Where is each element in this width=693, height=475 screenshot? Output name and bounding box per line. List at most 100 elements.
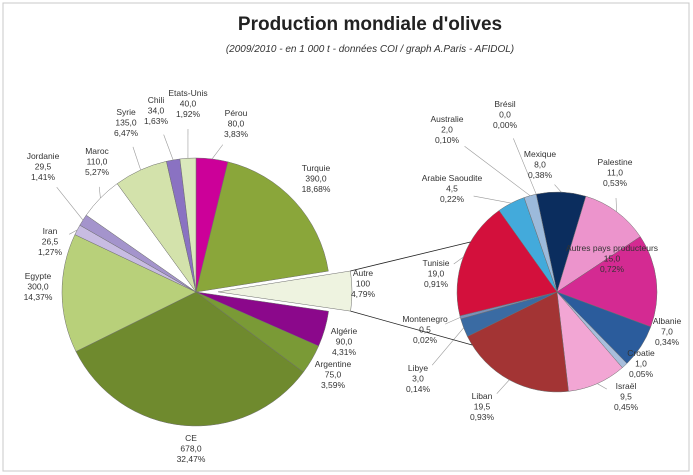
label-percent: 32,47% — [177, 454, 206, 464]
chart-subtitle: (2009/2010 - en 1 000 t - données COI / … — [226, 44, 514, 55]
label-value: 26,5 — [42, 237, 59, 247]
label-name: Croatie — [627, 348, 655, 358]
label-name: Jordanie — [27, 151, 60, 161]
data-label: Algérie 90,0 4,31% — [331, 326, 358, 357]
label-name: Maroc — [85, 146, 109, 156]
data-label: CE 678,0 32,47% — [177, 433, 206, 464]
data-label: Israël 9,5 0,45% — [614, 381, 639, 412]
label-percent: 0,45% — [614, 402, 639, 412]
label-value: 100 — [356, 279, 370, 289]
label-name: Autres pays producteurs — [566, 243, 658, 253]
label-value: 7,0 — [661, 327, 673, 337]
data-label: Autres pays producteurs 15,0 0,72% — [566, 243, 658, 274]
label-name: Palestine — [598, 157, 633, 167]
leader-line — [554, 184, 562, 193]
label-value: 19,5 — [474, 402, 491, 412]
label-name: Brésil — [494, 99, 515, 109]
label-value: 678,0 — [180, 444, 202, 454]
leader-line — [56, 187, 84, 221]
label-percent: 3,83% — [224, 129, 249, 139]
leader-line — [98, 186, 101, 199]
data-label: Iran 26,5 1,27% — [38, 226, 63, 257]
label-percent: 0,34% — [655, 337, 680, 347]
data-label: Brésil 0,0 0,00% — [493, 99, 518, 130]
pie-slice — [556, 195, 641, 293]
label-percent: 1,92% — [176, 109, 201, 119]
leader-line — [211, 144, 224, 160]
data-label: Maroc 110,0 5,27% — [85, 146, 110, 177]
leader-line — [496, 379, 510, 394]
data-label: Turquie 390,0 18,68% — [302, 163, 331, 194]
data-label: Australie 2,0 0,10% — [430, 114, 463, 145]
label-percent: 4,31% — [332, 347, 357, 357]
data-label: Etats-Unis 40,0 1,92% — [168, 88, 207, 119]
label-percent: 0,53% — [603, 178, 628, 188]
leader-line — [431, 327, 464, 366]
data-label: Egypte 300,0 14,37% — [24, 271, 53, 302]
leader-line — [444, 317, 461, 325]
pie-slice — [75, 291, 304, 427]
data-label: Libye 3,0 0,14% — [406, 363, 431, 394]
data-label: Croatie 1,0 0,05% — [627, 348, 655, 379]
data-label: Montenegro 0,5 0,02% — [402, 314, 448, 345]
data-label: Tunisie 19,0 0,91% — [422, 258, 449, 289]
label-name: Autre — [353, 268, 374, 278]
label-name: Egypte — [25, 271, 52, 281]
connector-line — [350, 310, 473, 346]
data-label: Liban 19,5 0,93% — [470, 391, 495, 422]
label-percent: 0,14% — [406, 384, 431, 394]
label-percent: 0,91% — [424, 279, 449, 289]
label-value: 4,5 — [446, 184, 458, 194]
label-percent: 0,10% — [435, 135, 460, 145]
label-name: Israël — [616, 381, 637, 391]
data-label: Mexique 8,0 0,38% — [524, 149, 556, 180]
label-value: 75,0 — [325, 370, 342, 380]
label-name: Mexique — [524, 149, 556, 159]
label-percent: 6,47% — [114, 128, 139, 138]
label-name: Argentine — [315, 359, 352, 369]
label-value: 29,5 — [35, 162, 52, 172]
label-value: 9,5 — [620, 392, 632, 402]
label-name: Tunisie — [422, 258, 449, 268]
pie-slice — [195, 161, 329, 293]
leader-line — [615, 197, 617, 212]
pie-slice — [217, 270, 353, 312]
label-value: 90,0 — [336, 337, 353, 347]
label-value: 1,0 — [635, 359, 647, 369]
label-value: 40,0 — [180, 99, 197, 109]
leader-line — [473, 195, 512, 204]
label-percent: 0,02% — [413, 335, 438, 345]
label-value: 300,0 — [27, 282, 49, 292]
data-label: Pérou 80,0 3,83% — [224, 108, 249, 139]
label-name: Australie — [430, 114, 463, 124]
data-label: Argentine 75,0 3,59% — [315, 359, 352, 390]
label-percent: 0,05% — [629, 369, 654, 379]
label-name: Albanie — [653, 316, 682, 326]
label-value: 0,0 — [499, 110, 511, 120]
pie-slice — [179, 157, 197, 293]
label-name: Iran — [43, 226, 58, 236]
label-name: Turquie — [302, 163, 331, 173]
label-value: 19,0 — [428, 269, 445, 279]
leader-line — [453, 256, 464, 265]
label-percent: 0,22% — [440, 194, 465, 204]
pie-slice — [556, 236, 658, 328]
label-value: 110,0 — [87, 157, 108, 167]
pie-slice — [456, 210, 558, 317]
label-percent: 14,37% — [24, 292, 53, 302]
label-name: Liban — [472, 391, 493, 401]
label-value: 390,0 — [305, 174, 327, 184]
data-label: Palestine 11,0 0,53% — [598, 157, 633, 188]
label-value: 11,0 — [607, 168, 623, 178]
leader-line — [597, 383, 608, 390]
label-value: 8,0 — [534, 160, 546, 170]
label-name: Syrie — [116, 107, 136, 117]
chart-title: Production mondiale d'olives — [238, 14, 502, 35]
label-name: Etats-Unis — [168, 88, 207, 98]
label-value: 34,0 — [148, 106, 165, 116]
leader-line — [69, 229, 78, 235]
leader-line — [163, 134, 174, 161]
label-value: 80,0 — [228, 119, 245, 129]
label-value: 15,0 — [604, 254, 621, 264]
